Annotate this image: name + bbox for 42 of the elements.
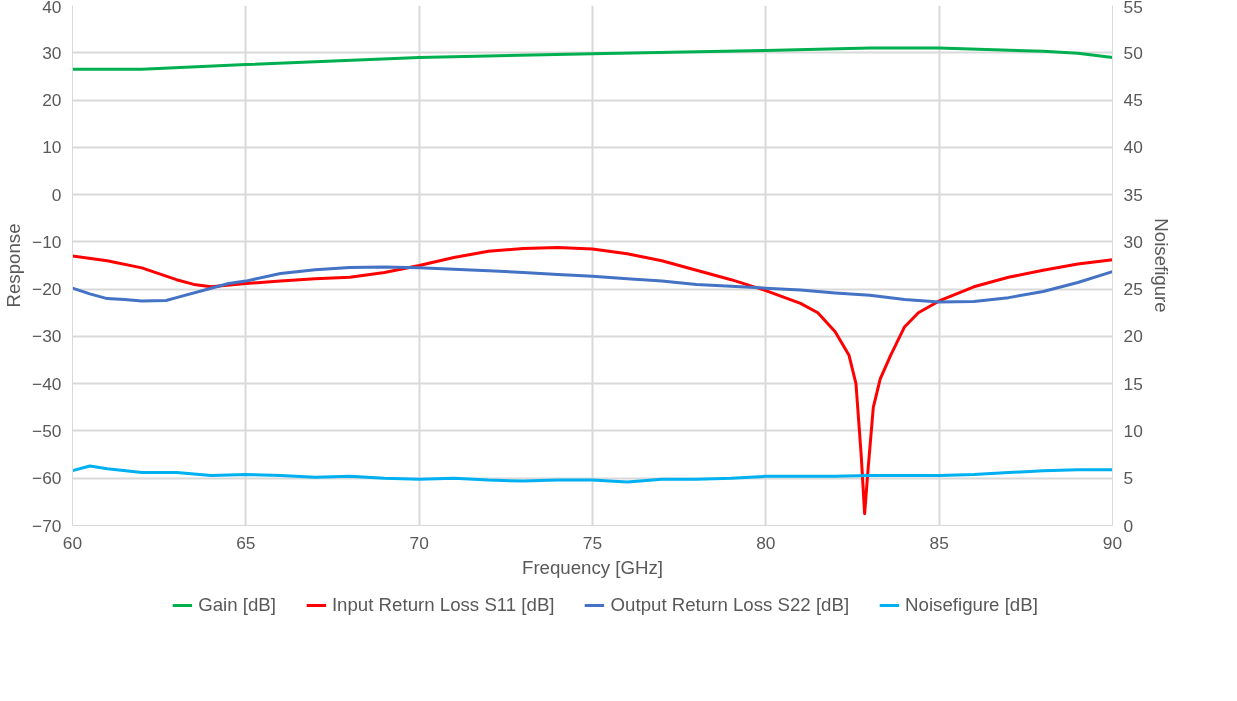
y2-tick-label: 25: [1123, 279, 1143, 300]
y-tick-label: −10: [32, 231, 62, 252]
y-axis-title: Response: [3, 223, 25, 308]
y-tick-label: 40: [42, 0, 62, 17]
y-tick-label: 30: [42, 42, 62, 63]
x-tick-label: 80: [756, 532, 776, 553]
y2-axis-title: Noisefigure: [1150, 218, 1172, 313]
y2-tick-label: 35: [1123, 184, 1143, 205]
line-series: [72, 246, 1113, 516]
line-series: [72, 265, 1113, 304]
y-tick-label: −20: [32, 279, 62, 300]
x-tick-label: 85: [929, 532, 949, 553]
y2-tick-label: 5: [1123, 468, 1134, 489]
y-tick-label: −70: [32, 515, 62, 536]
x-tick-label: 70: [409, 532, 429, 553]
legend-label: Output Return Loss S22 [dB]: [610, 594, 850, 616]
y-tick-label: −60: [32, 468, 62, 489]
y2-tick-label: 30: [1123, 231, 1143, 252]
y2-tick-label: 0: [1123, 515, 1134, 536]
y-tick-label: −50: [32, 420, 62, 441]
y-tick-label: −40: [32, 373, 62, 394]
line-series: [72, 46, 1113, 71]
legend-label: Gain [dB]: [198, 594, 276, 616]
y2-tick-label: 40: [1123, 137, 1143, 158]
x-tick-label: 90: [1102, 532, 1123, 553]
legend-label: Input Return Loss S11 [dB]: [331, 594, 555, 616]
y-tick-label: −30: [32, 326, 62, 347]
y2-tick-label: 50: [1123, 42, 1143, 63]
y-tick-label: 20: [42, 90, 62, 111]
y2-tick-label: 15: [1123, 373, 1143, 394]
y2-tick-label: 10: [1123, 420, 1143, 441]
y-tick-label: 0: [51, 184, 62, 205]
y-tick-label: 10: [42, 137, 62, 158]
y2-tick-label: 45: [1123, 90, 1143, 111]
y2-tick-label: 55: [1123, 0, 1143, 17]
x-tick-label: 75: [582, 532, 603, 553]
x-tick-label: 60: [62, 532, 83, 553]
x-tick-label: 65: [236, 532, 256, 553]
x-axis-title: Frequency [GHz]: [522, 556, 664, 578]
line-series: [72, 464, 1113, 484]
legend-label: Noisefigure [dB]: [905, 594, 1038, 616]
y2-tick-label: 20: [1123, 326, 1143, 347]
